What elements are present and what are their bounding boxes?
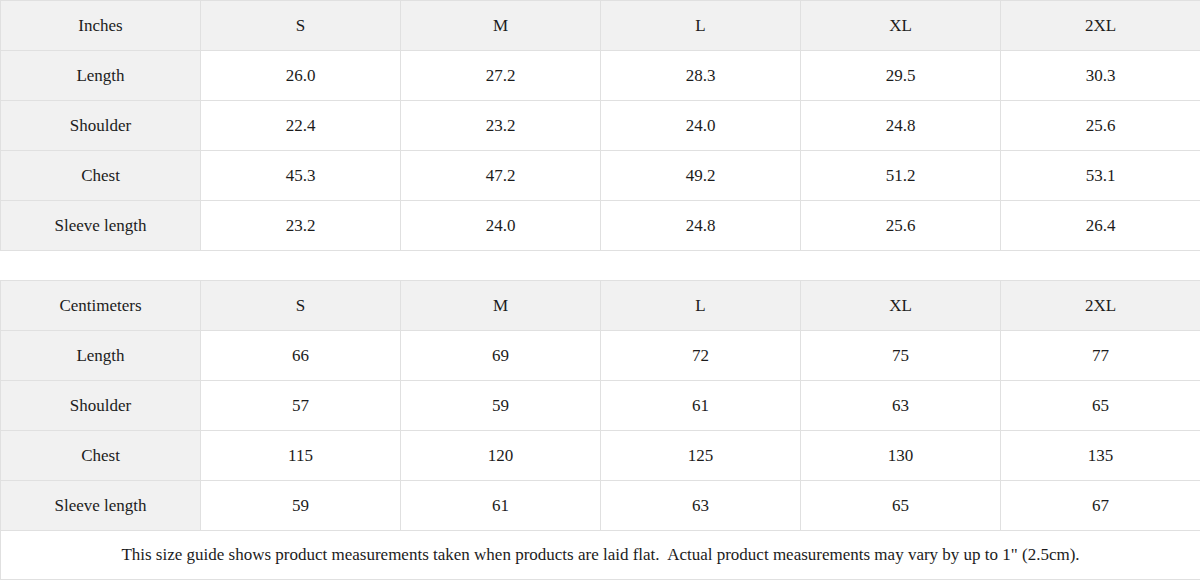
size-header-cell: 2XL (1001, 281, 1200, 331)
size-guide-page: InchesSMLXL2XLLength26.027.228.329.530.3… (0, 0, 1200, 580)
unit-header-cell: Inches (1, 1, 201, 51)
unit-header-row: InchesSMLXL2XL (1, 1, 1200, 51)
size-header-cell: S (201, 1, 401, 51)
measurement-value-cell: 45.3 (201, 151, 401, 201)
measurement-value-cell: 130 (801, 431, 1001, 481)
measurement-value-cell: 120 (401, 431, 601, 481)
section-spacer-cell (1, 251, 1200, 281)
measurement-row: Chest45.347.249.251.253.1 (1, 151, 1200, 201)
measurement-value-cell: 27.2 (401, 51, 601, 101)
measurement-value-cell: 63 (601, 481, 801, 531)
measurement-label-cell: Chest (1, 151, 201, 201)
footnote-row: This size guide shows product measuremen… (1, 531, 1200, 580)
measurement-value-cell: 53.1 (1001, 151, 1200, 201)
measurement-value-cell: 57 (201, 381, 401, 431)
measurement-value-cell: 26.4 (1001, 201, 1200, 251)
measurement-value-cell: 72 (601, 331, 801, 381)
size-header-cell: XL (801, 281, 1001, 331)
measurement-label-cell: Length (1, 51, 201, 101)
measurement-value-cell: 69 (401, 331, 601, 381)
measurement-value-cell: 23.2 (401, 101, 601, 151)
measurement-value-cell: 26.0 (201, 51, 401, 101)
unit-header-cell: Centimeters (1, 281, 201, 331)
measurement-value-cell: 25.6 (1001, 101, 1200, 151)
measurement-row: Length26.027.228.329.530.3 (1, 51, 1200, 101)
measurement-value-cell: 135 (1001, 431, 1200, 481)
size-header-cell: M (401, 281, 601, 331)
measurement-value-cell: 24.0 (601, 101, 801, 151)
measurement-value-cell: 29.5 (801, 51, 1001, 101)
measurement-value-cell: 59 (401, 381, 601, 431)
size-header-cell: M (401, 1, 601, 51)
measurement-value-cell: 23.2 (201, 201, 401, 251)
footnote-text: This size guide shows product measuremen… (1, 531, 1200, 580)
measurement-label-cell: Shoulder (1, 101, 201, 151)
size-guide-table: InchesSMLXL2XLLength26.027.228.329.530.3… (0, 0, 1200, 580)
measurement-value-cell: 59 (201, 481, 401, 531)
size-header-cell: S (201, 281, 401, 331)
measurement-value-cell: 67 (1001, 481, 1200, 531)
measurement-value-cell: 125 (601, 431, 801, 481)
measurement-label-cell: Shoulder (1, 381, 201, 431)
measurement-value-cell: 75 (801, 331, 1001, 381)
measurement-value-cell: 61 (601, 381, 801, 431)
size-header-cell: 2XL (1001, 1, 1200, 51)
measurement-value-cell: 115 (201, 431, 401, 481)
unit-header-row: CentimetersSMLXL2XL (1, 281, 1200, 331)
measurement-label-cell: Chest (1, 431, 201, 481)
size-header-cell: XL (801, 1, 1001, 51)
measurement-label-cell: Sleeve length (1, 481, 201, 531)
measurement-value-cell: 51.2 (801, 151, 1001, 201)
measurement-row: Sleeve length23.224.024.825.626.4 (1, 201, 1200, 251)
section-spacer-row (1, 251, 1200, 281)
measurement-label-cell: Sleeve length (1, 201, 201, 251)
measurement-value-cell: 24.0 (401, 201, 601, 251)
size-header-cell: L (601, 1, 801, 51)
size-guide-body: InchesSMLXL2XLLength26.027.228.329.530.3… (1, 1, 1200, 580)
measurement-row: Length6669727577 (1, 331, 1200, 381)
measurement-value-cell: 49.2 (601, 151, 801, 201)
measurement-value-cell: 61 (401, 481, 601, 531)
size-header-cell: L (601, 281, 801, 331)
measurement-row: Shoulder22.423.224.024.825.6 (1, 101, 1200, 151)
measurement-value-cell: 24.8 (601, 201, 801, 251)
measurement-value-cell: 28.3 (601, 51, 801, 101)
measurement-value-cell: 66 (201, 331, 401, 381)
measurement-row: Sleeve length5961636567 (1, 481, 1200, 531)
measurement-value-cell: 47.2 (401, 151, 601, 201)
measurement-value-cell: 24.8 (801, 101, 1001, 151)
measurement-value-cell: 65 (801, 481, 1001, 531)
measurement-value-cell: 77 (1001, 331, 1200, 381)
measurement-row: Shoulder5759616365 (1, 381, 1200, 431)
measurement-value-cell: 25.6 (801, 201, 1001, 251)
measurement-label-cell: Length (1, 331, 201, 381)
measurement-value-cell: 63 (801, 381, 1001, 431)
measurement-value-cell: 22.4 (201, 101, 401, 151)
measurement-value-cell: 30.3 (1001, 51, 1200, 101)
measurement-row: Chest115120125130135 (1, 431, 1200, 481)
measurement-value-cell: 65 (1001, 381, 1200, 431)
